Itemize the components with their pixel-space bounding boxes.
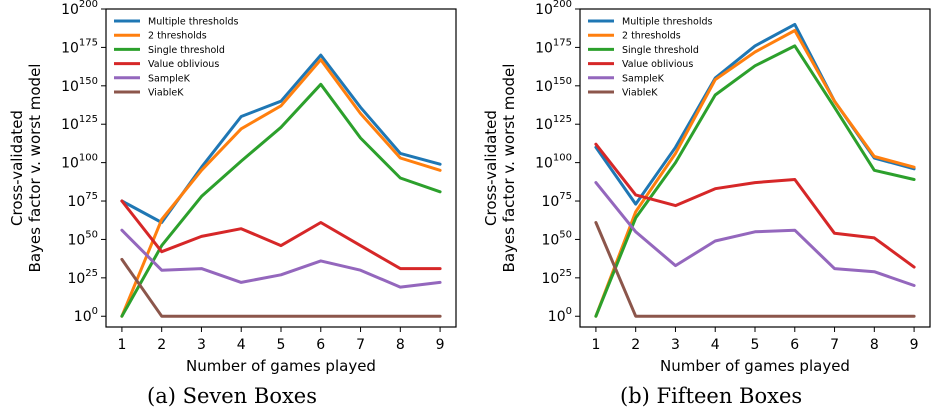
y-tick-label: 1050 [541, 229, 572, 248]
legend-label: Single threshold [148, 45, 225, 56]
caption-fifteen-boxes: (b) Fifteen Boxes [620, 384, 803, 408]
legend-label: ViableK [622, 88, 658, 99]
x-tick-label: 8 [396, 337, 405, 353]
y-axis-label-line-1: Cross-validated [482, 110, 500, 226]
legend-label: 2 thresholds [148, 31, 207, 42]
y-tick-label: 10100 [61, 153, 98, 172]
x-tick-label: 7 [356, 337, 365, 353]
x-tick-label: 2 [631, 337, 640, 353]
caption-seven-boxes: (a) Seven Boxes [147, 384, 318, 408]
y-tick-label: 10150 [535, 76, 572, 95]
x-tick-label: 1 [117, 337, 126, 353]
legend-label: Multiple thresholds [148, 17, 238, 28]
y-tick-label: 10125 [61, 114, 98, 133]
plot-frame [105, 8, 457, 328]
y-axis-label-line-1: Cross-validated [8, 110, 26, 226]
y-tick-label: 1025 [67, 268, 98, 287]
series-line-single-threshold [120, 82, 442, 318]
series-line-value-oblivious [594, 142, 916, 269]
x-tick-label: 5 [751, 337, 760, 353]
series-line-samplek [594, 181, 916, 287]
y-tick-label: 1025 [541, 268, 572, 287]
y-tick-label: 100 [548, 306, 572, 325]
x-tick-label: 3 [197, 337, 206, 353]
x-tick-label: 6 [316, 337, 325, 353]
x-axis-label: Number of games played [660, 357, 850, 375]
legend-label: 2 thresholds [622, 31, 681, 42]
y-tick-label: 1075 [67, 191, 98, 210]
y-tick-label: 10175 [535, 37, 572, 56]
y-tick-label: 10200 [535, 0, 572, 18]
legend-label: Single threshold [622, 45, 699, 56]
y-axis-label-line-2: Bayes factor v. worst model [26, 64, 44, 273]
plot-frame [579, 8, 931, 328]
y-axis-label-line-2: Bayes factor v. worst model [500, 64, 518, 273]
y-tick-label: 10100 [535, 153, 572, 172]
legend-label: SampleK [148, 73, 191, 84]
y-tick-label: 1050 [67, 229, 98, 248]
series-line-viablek [594, 221, 916, 318]
legend-label: Value oblivious [148, 59, 219, 70]
x-tick-label: 4 [237, 337, 246, 353]
y-tick-label: 10150 [61, 76, 98, 95]
series-line-value-oblivious [120, 199, 442, 271]
x-tick-label: 7 [830, 337, 839, 353]
y-tick-label: 10200 [61, 0, 98, 18]
series-line-samplek [120, 228, 442, 289]
x-tick-label: 5 [277, 337, 286, 353]
legend-label: ViableK [148, 88, 184, 99]
x-tick-label: 9 [910, 337, 919, 353]
x-tick-label: 4 [711, 337, 720, 353]
series-line-2-thresholds [594, 29, 916, 318]
chart-panel-2: 1 2 3 4 5 6 7 8 9 100 1025 1050 1075 10100 10125 10150 1… [482, 0, 931, 375]
y-tick-label: 10175 [61, 37, 98, 56]
chart-panel-1: 1 2 3 4 5 6 7 8 9 100 1025 1050 1075 10100 10125 10150 1… [8, 0, 457, 375]
x-tick-label: 2 [157, 337, 166, 353]
series-line-2-thresholds [120, 58, 442, 318]
x-tick-label: 9 [436, 337, 445, 353]
x-axis-label: Number of games played [186, 357, 376, 375]
legend-label: Value oblivious [622, 59, 693, 70]
x-tick-label: 8 [870, 337, 879, 353]
y-tick-label: 100 [74, 306, 98, 325]
series-line-single-threshold [594, 44, 916, 318]
x-tick-label: 6 [790, 337, 799, 353]
x-tick-label: 1 [591, 337, 600, 353]
y-tick-label: 10125 [535, 114, 572, 133]
y-tick-label: 1075 [541, 191, 572, 210]
legend-label: SampleK [622, 73, 665, 84]
series-line-viablek [120, 257, 442, 318]
legend-label: Multiple thresholds [622, 17, 712, 28]
x-tick-label: 3 [671, 337, 680, 353]
